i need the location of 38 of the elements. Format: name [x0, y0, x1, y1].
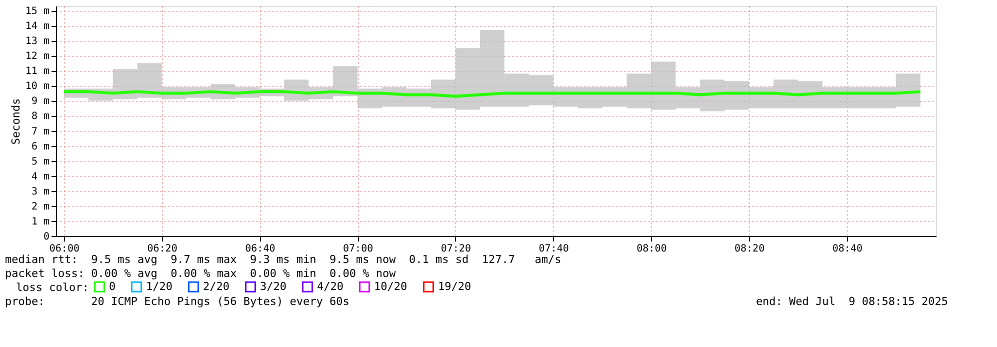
- y-tick-label: 14 m: [25, 21, 50, 32]
- x-tick-label: 07:20: [440, 244, 471, 254]
- y-tick-label: 2 m: [31, 201, 50, 212]
- x-tick-label: 08:20: [734, 244, 765, 254]
- x-tick-label: 06:00: [49, 244, 80, 254]
- legend-label: 3/20: [260, 280, 286, 293]
- x-tick-label: 08:40: [832, 244, 862, 254]
- legend-label: 0: [109, 280, 116, 293]
- y-tick-label: 5 m: [31, 156, 50, 168]
- y-tick-label: 7 m: [31, 126, 50, 138]
- y-tick-label: 12 m: [25, 51, 50, 62]
- text: probe: 20 ICMP Echo Pings (56 Bytes) every 60s: [5, 295, 350, 308]
- text: end: Wed Jul 9 08:58:15 2025: [756, 295, 948, 308]
- y-axis-title: Seconds: [9, 98, 22, 145]
- y-tick-label: 3 m: [31, 186, 50, 198]
- legend-label: 4/20: [317, 280, 344, 293]
- y-tick-label: 1 m: [31, 216, 50, 228]
- y-tick-label: 10 m: [25, 81, 50, 92]
- x-tick-label: 06:40: [245, 244, 276, 254]
- text: median rtt: 9.5 ms avg 9.7 ms max 9.3 ms min 9.5 ms now 0.1 ms sd 127.7 am/s: [5, 253, 562, 266]
- y-tick-label: 0: [43, 232, 50, 242]
- x-tick-label: 07:40: [538, 244, 569, 254]
- y-tick-label: 6 m: [31, 141, 50, 152]
- y-tick-label: 4 m: [31, 171, 50, 182]
- y-tick-label: 9 m: [31, 96, 50, 108]
- y-tick-label: 15 m: [25, 6, 50, 18]
- x-tick-label: 07:00: [343, 244, 374, 254]
- legend-title: loss color:: [16, 281, 89, 294]
- y-tick-label: 13 m: [25, 36, 50, 48]
- x-tick-label: 08:00: [636, 244, 667, 254]
- text: packet loss: 0.00 % avg 0.00 % max 0.00 % min 0.00 % now: [5, 267, 396, 280]
- legend-label: 2/20: [203, 280, 230, 293]
- legend-label: 19/20: [438, 280, 472, 293]
- x-tick-label: 06:20: [147, 244, 178, 254]
- y-tick-label: 11 m: [25, 66, 50, 78]
- legend-label: 1/20: [146, 280, 172, 293]
- y-tick-label: 8 m: [31, 111, 50, 122]
- legend-label: 10/20: [374, 280, 408, 293]
